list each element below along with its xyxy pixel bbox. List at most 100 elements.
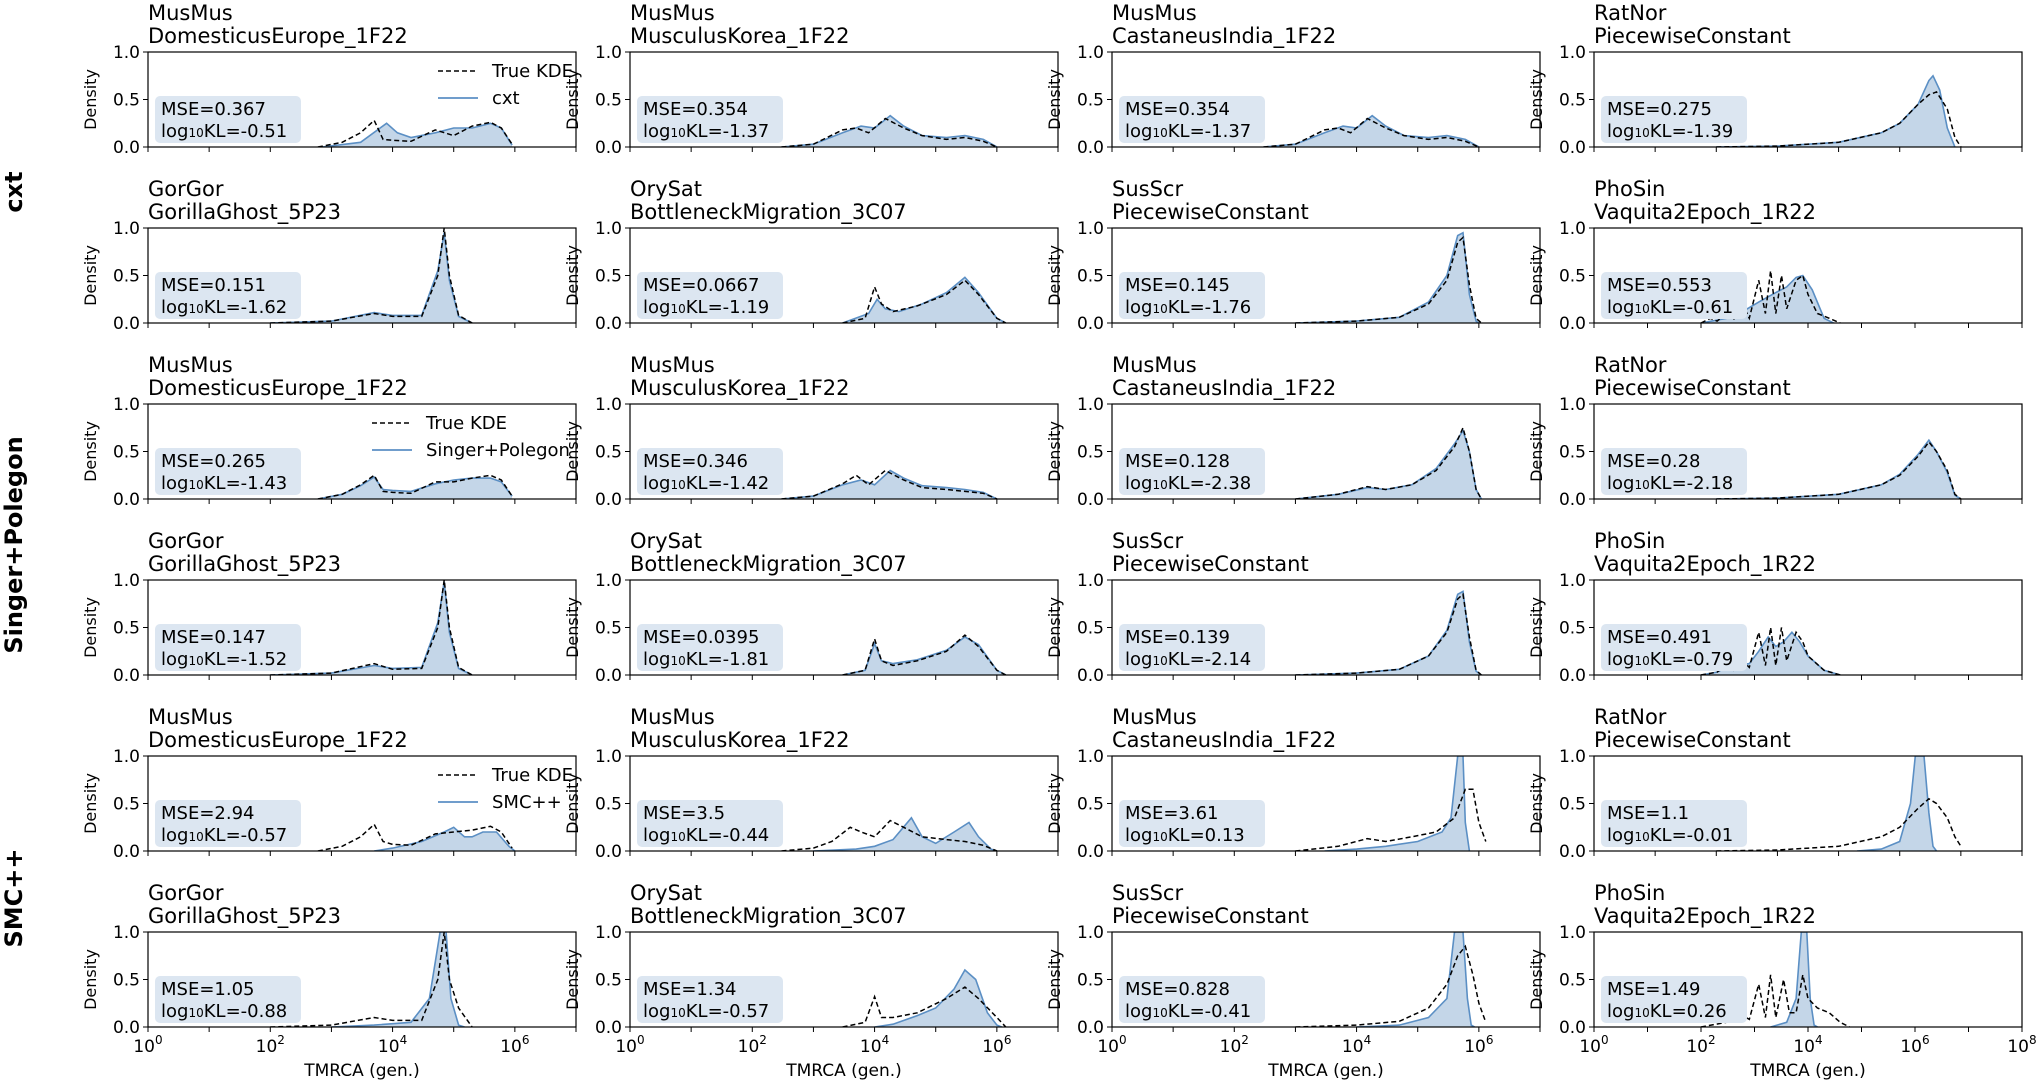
mse-value: MSE=0.128 — [1125, 451, 1230, 472]
y-tick-label: 1.0 — [595, 395, 622, 415]
y-tick-label: 1.0 — [1077, 43, 1104, 63]
x-tick-label: 106 — [982, 1033, 1011, 1057]
y-tick-label: 0.0 — [1559, 490, 1586, 510]
y-tick-label: 0.5 — [595, 91, 622, 111]
mse-value: MSE=1.34 — [643, 979, 737, 1000]
mse-value: MSE=0.553 — [1607, 275, 1712, 296]
true-kde-line — [317, 823, 513, 851]
log-kl-value: log10KL=-2.18 — [1607, 473, 1733, 494]
panel-title-species: GorGor — [148, 529, 224, 553]
true-kde-line — [270, 228, 473, 323]
model-density-line — [374, 826, 516, 851]
log-kl-value: log10KL=-1.39 — [1607, 121, 1733, 142]
mse-value: MSE=3.5 — [643, 803, 725, 824]
model-density-fill — [813, 817, 997, 851]
model-density-fill — [1356, 932, 1475, 1027]
legend-true-kde-label: True KDE — [425, 413, 507, 434]
x-tick-label: 100 — [615, 1033, 644, 1057]
x-tick-label: 104 — [1793, 1033, 1822, 1057]
true-kde-line — [270, 932, 473, 1027]
model-density-line — [1716, 74, 1956, 147]
y-tick-label: 0.0 — [113, 666, 140, 686]
model-density-line — [1356, 932, 1475, 1027]
panel-title-species: MusMus — [1112, 353, 1197, 377]
panel-title-model: Vaquita2Epoch_1R22 — [1594, 200, 1816, 225]
y-tick-label: 0.0 — [595, 314, 622, 334]
panel-title-model: DomesticusEurope_1F22 — [148, 376, 408, 401]
metrics-box — [637, 800, 783, 847]
metrics-box — [1601, 448, 1747, 495]
y-tick-label: 0.5 — [595, 971, 622, 991]
y-tick-label: 0.0 — [1077, 490, 1104, 510]
model-density-fill — [1857, 756, 1937, 851]
x-tick-label: 104 — [860, 1033, 889, 1057]
y-tick-label: 0.5 — [1559, 619, 1586, 639]
model-density-line — [1856, 756, 1938, 851]
model-density-fill — [1263, 115, 1479, 147]
x-axis-label: TMRCA (gen.) — [785, 1061, 902, 1081]
panel-title-model: DomesticusEurope_1F22 — [148, 728, 408, 753]
y-tick-label: 1.0 — [1559, 43, 1586, 63]
axes-frame — [1593, 931, 2023, 1028]
y-tick-label: 0.5 — [113, 619, 140, 639]
model-density-fill — [270, 581, 473, 675]
y-tick-label: 0.5 — [1559, 795, 1586, 815]
panel-title-species: SusScr — [1112, 529, 1183, 553]
mse-value: MSE=0.145 — [1125, 275, 1230, 296]
panel-title-model: MusculusKorea_1F22 — [630, 24, 850, 49]
y-axis-label: Density — [81, 597, 100, 658]
legend-true-kde-label: True KDE — [491, 765, 573, 786]
metrics-box — [155, 272, 301, 319]
log-kl-value: log10KL=-1.52 — [161, 649, 287, 670]
metrics-box — [155, 800, 301, 847]
y-tick-label: 1.0 — [1559, 395, 1586, 415]
panel-title-model: MusculusKorea_1F22 — [630, 376, 850, 401]
y-tick-label: 0.0 — [113, 490, 140, 510]
axes-frame — [1111, 931, 1541, 1028]
legend-model-label: SMC++ — [492, 792, 562, 813]
log-kl-value: log10KL=-1.37 — [643, 121, 769, 142]
y-tick-label: 0.5 — [1077, 971, 1104, 991]
y-tick-label: 0.0 — [113, 1018, 140, 1038]
y-tick-label: 0.5 — [595, 619, 622, 639]
x-axis-label: TMRCA (gen.) — [1267, 1061, 1384, 1081]
mse-value: MSE=0.139 — [1125, 627, 1230, 648]
panel-title-model: PiecewiseConstant — [1112, 552, 1309, 576]
panel-title-species: MusMus — [148, 705, 233, 729]
panel-title-model: MusculusKorea_1F22 — [630, 728, 850, 753]
panel-title-model: PiecewiseConstant — [1594, 728, 1791, 752]
x-tick-label: 102 — [738, 1033, 767, 1057]
legend-model-label: cxt — [492, 88, 520, 109]
panel-title-model: PiecewiseConstant — [1594, 24, 1791, 48]
y-axis-label: Density — [563, 69, 582, 130]
y-tick-label: 0.5 — [1559, 443, 1586, 463]
y-axis-label: Density — [563, 773, 582, 834]
panel-title-model: Vaquita2Epoch_1R22 — [1594, 904, 1816, 929]
row-group-label-cxt: cxt — [0, 171, 28, 212]
metrics-box — [637, 976, 783, 1023]
model-density-fill — [1295, 430, 1482, 499]
y-tick-label: 0.0 — [1077, 1018, 1104, 1038]
y-tick-label: 0.0 — [1559, 138, 1586, 158]
model-density-line — [874, 968, 1002, 1027]
panel-title-model: BottleneckMigration_3C07 — [630, 904, 907, 929]
panel-title-species: PhoSin — [1594, 881, 1665, 905]
y-axis-label: Density — [1527, 421, 1546, 482]
y-tick-label: 0.5 — [1077, 795, 1104, 815]
y-tick-label: 0.0 — [1077, 314, 1104, 334]
y-tick-label: 1.0 — [113, 747, 140, 767]
axes-frame — [1593, 579, 2023, 676]
y-tick-label: 1.0 — [1077, 219, 1104, 239]
axes-frame — [147, 227, 577, 324]
panel-title-species: RatNor — [1594, 705, 1667, 729]
panel-title-model: PiecewiseConstant — [1112, 200, 1309, 224]
